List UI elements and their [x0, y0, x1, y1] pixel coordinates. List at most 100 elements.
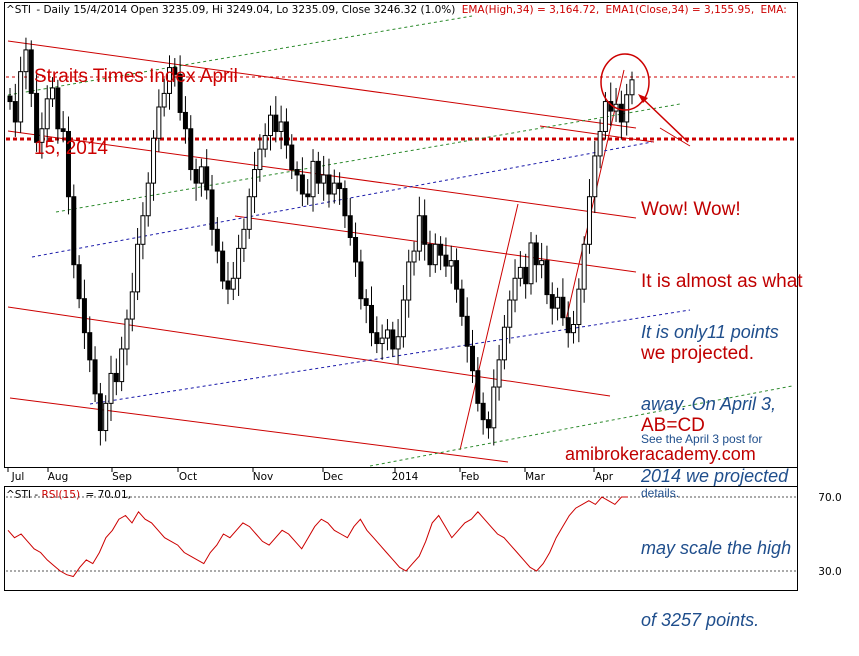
x-tick-label: Oct [179, 471, 197, 483]
candle-body [60, 128, 66, 132]
candle-body [65, 130, 71, 198]
candle-body [533, 242, 539, 266]
candle-body [182, 111, 188, 130]
candle-body [34, 92, 40, 143]
candle-body [432, 243, 438, 266]
candle-body [369, 304, 375, 334]
candle-body [374, 332, 380, 345]
candle-body [299, 174, 305, 195]
candle-body [28, 49, 34, 94]
candle-body [262, 135, 268, 150]
candle-body [151, 137, 157, 184]
candle-body [618, 103, 624, 123]
header-info: - Daily 15/4/2014 Open 3235.09, Hi 3249.… [36, 4, 455, 16]
candle-body [214, 228, 220, 252]
candle-body [220, 250, 226, 282]
candle-body [512, 277, 518, 301]
candle-body [390, 329, 396, 350]
candle-body [156, 106, 162, 139]
candle-body [565, 317, 571, 334]
candle-body [193, 169, 199, 184]
watermark-site: amibrokeracademy.com [565, 444, 756, 464]
candle-body [273, 114, 279, 132]
candle-body [267, 114, 273, 137]
candle-body [113, 372, 119, 383]
note-wow: Wow! Wow! It is almost as what we projec… [641, 150, 803, 462]
candle-body [294, 169, 300, 176]
candle-body [379, 337, 385, 345]
header-ema-high: EMA(High,34) = 3,164.72, [462, 4, 599, 16]
candle-body [544, 260, 550, 296]
candle-body [464, 315, 470, 347]
candle-body [555, 296, 561, 309]
candle-body [528, 242, 534, 285]
candle-body [454, 260, 460, 290]
candle-body [448, 260, 454, 267]
candle-body [549, 294, 555, 309]
rsi-tick-label: 70.0 [818, 492, 841, 504]
candle-body [459, 288, 465, 317]
candle-body [278, 121, 284, 132]
candle-body [76, 264, 82, 300]
x-tick-label: Jul [11, 471, 25, 483]
arrowhead-circle [638, 94, 648, 103]
candle-body [44, 98, 50, 130]
candle-body [485, 419, 491, 429]
candle-body [97, 393, 103, 432]
candle-body [629, 79, 635, 96]
header-ema-close: EMA1(Close,34) = 3,155.95, [606, 4, 755, 16]
candle-body [400, 299, 406, 338]
candle-body [539, 260, 545, 266]
chart-title-line-1: Straits Times Index April [34, 66, 238, 87]
channel-line-5 [9, 397, 509, 463]
candle-body [241, 228, 247, 249]
rsi-header-ticker: ^STI [6, 489, 31, 501]
note-see-line-2: details. [641, 486, 680, 500]
rsi-header-value: = 70.01, [85, 489, 131, 501]
candle-body [230, 277, 236, 290]
candle-body [523, 266, 529, 285]
channel-line-4 [7, 306, 611, 397]
header-ticker: ^STI [6, 4, 31, 16]
arrow-to-circle [639, 95, 689, 143]
candle-body [310, 160, 316, 198]
chart-title: Straits Times Index April 15, 2014 [34, 17, 238, 185]
note-wow-line-2: It is almost as what [641, 271, 803, 292]
candle-body [124, 318, 130, 350]
x-tick-label: Sep [112, 471, 132, 483]
chart-title-line-2: 15, 2014 [34, 138, 108, 159]
candle-body [209, 189, 215, 230]
x-tick-label: Aug [48, 471, 69, 483]
channel-line-1 [7, 40, 637, 129]
channel-line-top [539, 125, 655, 143]
x-tick-label: 2014 [392, 471, 419, 483]
candle-body [252, 169, 258, 198]
candle-body [422, 215, 428, 245]
candle-body [108, 372, 114, 404]
candle-body [283, 121, 289, 146]
candle-body [443, 254, 449, 267]
candle-body [337, 182, 343, 190]
candle-body [384, 329, 390, 339]
candle-body [172, 67, 178, 75]
candle-body [315, 160, 321, 184]
chart-canvas: ^STI - Daily 15/4/2014 Open 3235.09, Hi … [4, 2, 842, 591]
candle-body [81, 298, 87, 334]
candle-body [363, 298, 369, 306]
candle-body [581, 243, 587, 290]
candle-body [177, 73, 183, 113]
candle-body [50, 87, 56, 100]
note-wow-line-1: Wow! Wow! [641, 199, 741, 220]
candle-body [289, 144, 295, 171]
note-projection-line-3: 2014 we projected [641, 466, 789, 486]
candle-body [331, 182, 337, 195]
candle-body [12, 101, 18, 123]
candle-body [246, 196, 252, 230]
note-projection-line-4: may scale the high [641, 538, 792, 558]
blue-trend-lines [31, 141, 691, 405]
candlestick-series [7, 37, 635, 446]
candle-body [7, 95, 13, 103]
candle-body [496, 359, 502, 388]
candle-body [236, 247, 242, 279]
channel-lines [7, 40, 655, 463]
